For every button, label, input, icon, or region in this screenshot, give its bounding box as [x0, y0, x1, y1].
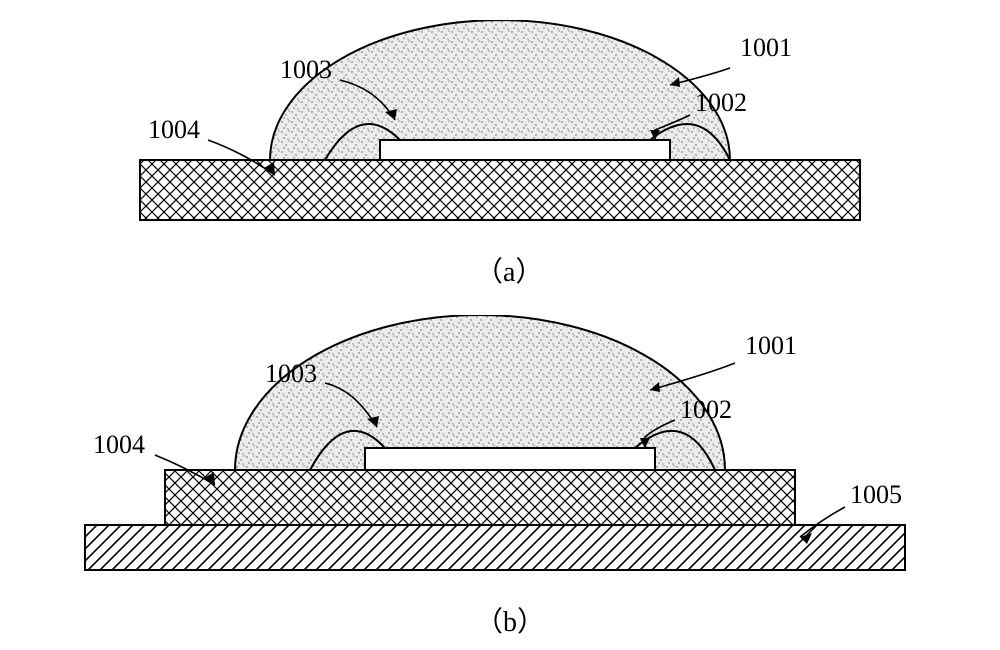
- label-1004-b: 1004: [93, 430, 145, 460]
- figure-b-svg: [55, 315, 945, 595]
- label-1004-a: 1004: [148, 115, 200, 145]
- substrate: [165, 470, 795, 525]
- chip: [380, 140, 670, 160]
- substrate: [140, 160, 860, 220]
- page: 1001 1002 1003 1004 （a）: [0, 0, 1000, 650]
- figure-a: 1001 1002 1003 1004: [80, 20, 920, 250]
- sublabel-b: （b）: [475, 600, 545, 640]
- label-1005-b: 1005: [850, 480, 902, 510]
- label-1001-a: 1001: [740, 33, 792, 63]
- label-1003-b: 1003: [265, 359, 317, 389]
- chip: [365, 448, 655, 470]
- label-1001-b: 1001: [745, 331, 797, 361]
- sublabel-a: （a）: [475, 250, 543, 290]
- figure-a-svg: [80, 20, 920, 250]
- board: [85, 525, 905, 570]
- figure-b: 1001 1002 1003 1004 1005: [55, 315, 945, 595]
- label-1002-a: 1002: [695, 88, 747, 118]
- label-1003-a: 1003: [280, 55, 332, 85]
- label-1002-b: 1002: [680, 395, 732, 425]
- encapsulant-dome: [235, 315, 725, 470]
